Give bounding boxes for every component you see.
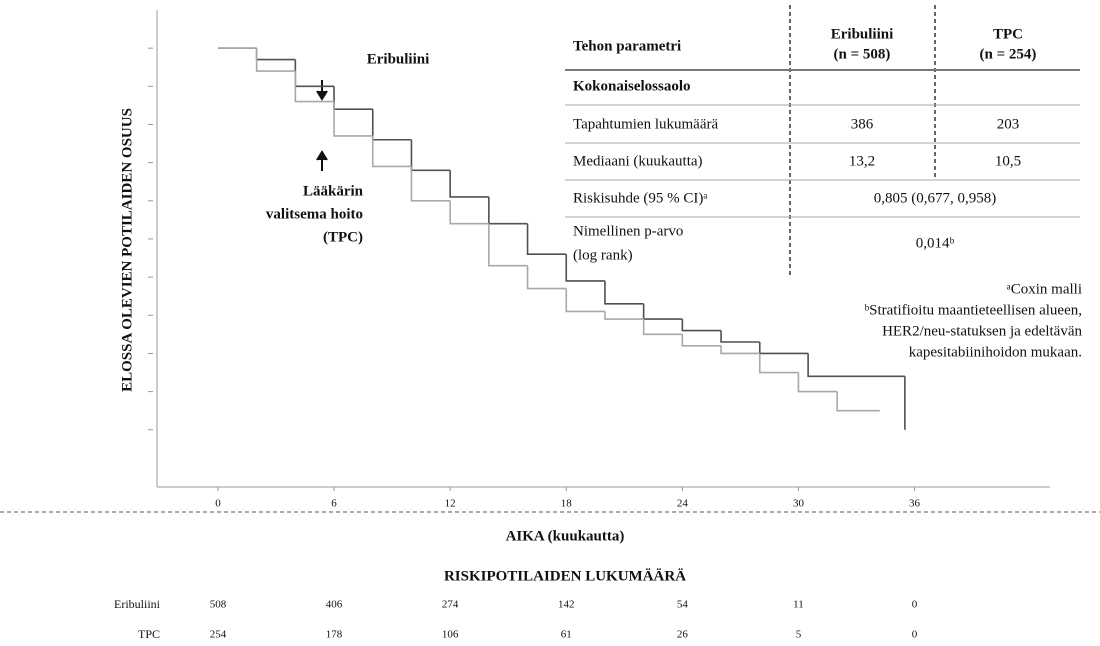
row-label: (log rank) [573, 247, 633, 263]
table-cell: 386 [851, 116, 874, 132]
risk-row-label: Eribuliini [114, 597, 161, 611]
row-label: Nimellinen p-arvo [573, 223, 683, 239]
survival-step [526, 223, 567, 256]
x-tick-label: 12 [445, 498, 456, 510]
y-axis-label: ELOSSA OLEVIEN POTILAIDEN OSUUS [119, 108, 135, 392]
annotation: valitsema hoito [266, 206, 363, 222]
annotation: Eribuliini [367, 51, 430, 67]
survival-step [449, 200, 489, 225]
survival-step [836, 391, 880, 412]
row-label: Tapahtumien lukumäärä [573, 116, 718, 132]
survival-step [807, 353, 905, 378]
risk-count: 61 [561, 629, 572, 641]
survival-step [604, 311, 644, 320]
table-header: Eribuliini [831, 26, 894, 42]
x-tick-label: 30 [793, 498, 805, 510]
risk-count: 54 [677, 599, 689, 611]
survival-step [565, 288, 605, 313]
survival-step [294, 71, 335, 103]
x-tick-label: 18 [561, 498, 573, 510]
table-header: Tehon parametri [573, 38, 681, 54]
survival-step [642, 303, 683, 320]
risk-count: 26 [677, 629, 689, 641]
survival-step [758, 341, 809, 355]
risk-count: 274 [442, 599, 459, 611]
x-tick-label: 0 [215, 498, 221, 510]
footnote: HER2/neu-statuksen ja edeltävän [882, 323, 1082, 339]
row-label: Mediaani (kuukautta) [573, 153, 703, 169]
row-label: Kokonaiselossaolo [573, 78, 691, 94]
survival-step [642, 319, 683, 336]
arrow-down [316, 80, 328, 101]
survival-step [255, 48, 296, 72]
survival-step [681, 334, 722, 347]
x-tick-label: 36 [909, 498, 921, 510]
arrow-up [316, 150, 328, 171]
x-axis-label: AIKA (kuukautta) [506, 528, 625, 544]
risk-count: 254 [210, 629, 227, 641]
risk-count: 0 [912, 629, 918, 641]
table-header: (n = 508) [834, 46, 891, 62]
risk-count: 508 [210, 599, 227, 611]
survival-step [255, 48, 296, 61]
risk-count: 5 [796, 629, 802, 641]
table-header: TPC [993, 26, 1023, 42]
table-cell: 10,5 [995, 153, 1021, 169]
survival-step [758, 353, 799, 374]
risk-table-title: RISKIPOTILAIDEN LUKUMÄÄRÄ [444, 568, 686, 584]
survival-step [371, 135, 412, 168]
survival-step [526, 265, 567, 290]
survival-step [681, 319, 722, 332]
footnote: kapesitabiinihoidon mukaan. [909, 344, 1082, 360]
survival-step [410, 166, 451, 202]
survival-step [410, 139, 451, 172]
survival-step [488, 223, 528, 267]
survival-step [720, 345, 760, 355]
risk-count: 142 [558, 599, 575, 611]
risk-count: 11 [793, 599, 804, 611]
risk-row-label: TPC [138, 627, 160, 641]
footnote: ᵇStratifioitu maantieteellisen alueen, [865, 302, 1083, 318]
survival-step [371, 109, 412, 141]
table-cell: 13,2 [849, 153, 875, 169]
survival-step [333, 101, 373, 137]
survival-step [333, 86, 373, 111]
survival-step [488, 196, 528, 225]
survival-step [720, 330, 760, 343]
table-cell: 0,805 (0,677, 0,958) [874, 190, 997, 206]
annotation: Lääkärin [303, 183, 364, 199]
x-tick-label: 24 [677, 498, 689, 510]
row-label: Riskisuhde (95 % CI)ᵃ [573, 190, 708, 206]
risk-count: 106 [442, 629, 459, 641]
x-tick-label: 6 [331, 498, 337, 510]
annotation: (TPC) [323, 229, 363, 245]
risk-count: 178 [326, 629, 343, 641]
table-header: (n = 254) [980, 46, 1037, 62]
risk-count: 406 [326, 599, 343, 611]
table-cell: 203 [997, 116, 1020, 132]
survival-step [449, 170, 489, 198]
survival-step [294, 59, 335, 88]
risk-count: 0 [912, 599, 918, 611]
survival-step [797, 372, 838, 393]
survival-step [604, 280, 644, 305]
table-cell: 0,014ᵇ [916, 235, 955, 251]
survival-step [565, 254, 605, 282]
footnote: ᵃCoxin malli [1007, 281, 1082, 297]
